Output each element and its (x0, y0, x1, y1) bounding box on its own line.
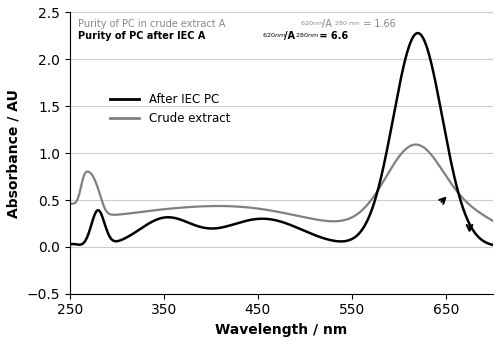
Legend: After IEC PC, Crude extract: After IEC PC, Crude extract (106, 89, 235, 130)
Crude extract (413, 142, 419, 147)
Text: $_{620nm}$: $_{620nm}$ (300, 20, 324, 29)
Text: Purity of PC after IEC A: Purity of PC after IEC A (78, 31, 206, 41)
X-axis label: Wavelength / nm: Wavelength / nm (216, 323, 348, 337)
After IEC PC (272, 218, 278, 222)
Text: $_{620nm}$: $_{620nm}$ (262, 31, 286, 40)
Text: /A: /A (284, 31, 294, 41)
Crude extract (66, 202, 72, 206)
Text: = 6.6: = 6.6 (316, 31, 348, 41)
After IEC PC (478, 237, 484, 241)
After IEC PC (490, 243, 496, 247)
Crude extract (262, 207, 268, 212)
After IEC PC (88, 223, 94, 227)
Crude extract (478, 212, 484, 216)
Line: Crude extract: Crude extract (70, 144, 493, 221)
After IEC PC (262, 217, 268, 221)
After IEC PC (478, 237, 484, 241)
Y-axis label: Absorbance / AU: Absorbance / AU (7, 89, 21, 217)
Crude extract (272, 209, 278, 213)
Text: /A: /A (322, 20, 332, 30)
Line: After IEC PC: After IEC PC (70, 33, 493, 245)
Crude extract (490, 219, 496, 223)
After IEC PC (415, 31, 421, 35)
Text: Purity of PC in crude extract A: Purity of PC in crude extract A (78, 20, 226, 30)
Text: $_{280\ nm}$: $_{280\ nm}$ (334, 20, 360, 29)
Crude extract (400, 149, 406, 153)
Text: = 1.66: = 1.66 (360, 20, 396, 30)
Crude extract (478, 212, 484, 216)
After IEC PC (66, 242, 72, 246)
Crude extract (88, 172, 94, 176)
After IEC PC (400, 66, 406, 71)
Crude extract (330, 219, 336, 223)
Text: $_{280nm}$: $_{280nm}$ (295, 31, 319, 40)
